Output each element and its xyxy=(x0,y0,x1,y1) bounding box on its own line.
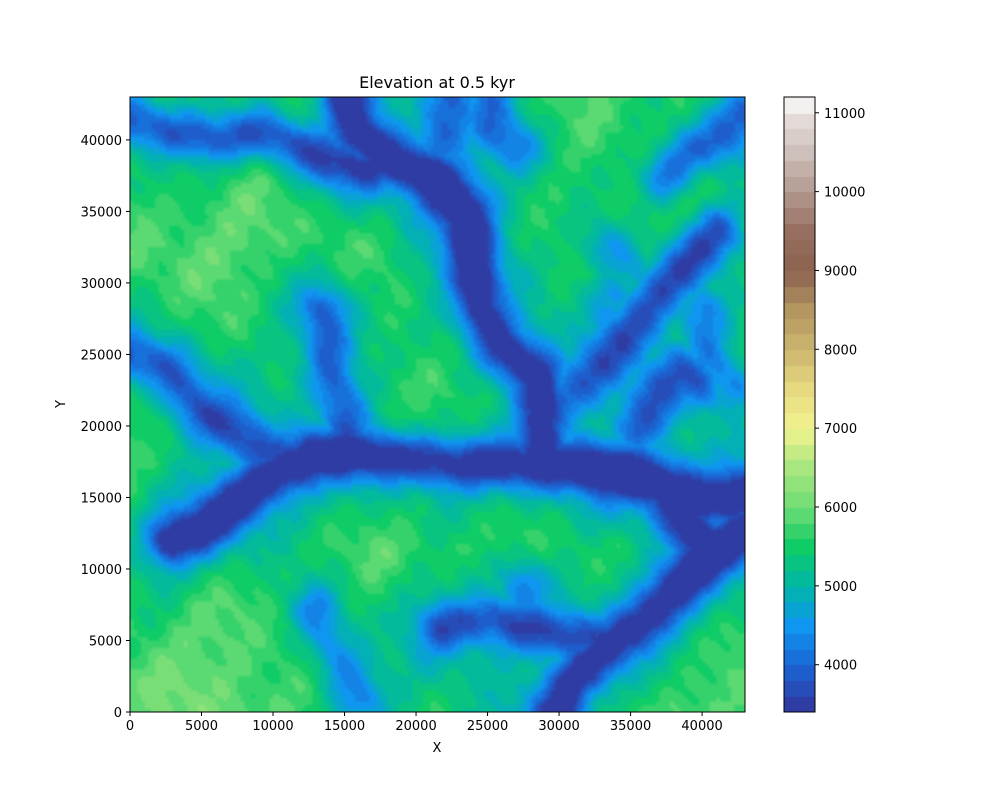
colorbar: 4000 5000 6000 7000 8000 9000 10000 11000 xyxy=(783,96,865,713)
colorbar-tick-label: 4000 xyxy=(824,659,857,674)
x-tick-label: 25000 xyxy=(467,719,508,734)
colorbar-tick-label: 11000 xyxy=(824,107,865,122)
x-tick-label: 20000 xyxy=(395,719,436,734)
plot-frame xyxy=(129,96,746,713)
y-tick-label: 10000 xyxy=(81,563,122,578)
colorbar-tick-label: 8000 xyxy=(824,343,857,358)
y-tick-label: 0 xyxy=(114,706,122,721)
plot-area xyxy=(129,96,746,713)
x-axis-label: X xyxy=(433,741,442,756)
y-tick-label: 30000 xyxy=(81,277,122,292)
elevation-heatmap xyxy=(130,97,745,712)
chart-title: Elevation at 0.5 kyr xyxy=(359,73,515,92)
x-tick-label: 30000 xyxy=(538,719,579,734)
colorbar-tick-label: 10000 xyxy=(824,186,865,201)
y-axis: 0 5000 10000 15000 20000 25000 30000 35000 40000 xyxy=(81,134,130,721)
y-tick-label: 40000 xyxy=(81,134,122,149)
y-tick-label: 5000 xyxy=(89,634,122,649)
y-tick-label: 25000 xyxy=(81,348,122,363)
y-axis-label: Y xyxy=(54,400,69,409)
x-tick-label: 15000 xyxy=(324,719,365,734)
colorbar-tick-label: 7000 xyxy=(824,422,857,437)
x-tick-label: 35000 xyxy=(610,719,651,734)
x-tick-label: 0 xyxy=(126,719,134,734)
x-tick-label: 10000 xyxy=(252,719,293,734)
colorbar-gradient xyxy=(784,97,815,712)
colorbar-tick-label: 9000 xyxy=(824,264,857,279)
x-tick-label: 5000 xyxy=(185,719,218,734)
colorbar-tick-label: 5000 xyxy=(824,580,857,595)
y-tick-label: 35000 xyxy=(81,205,122,220)
y-tick-label: 20000 xyxy=(81,420,122,435)
y-tick-label: 15000 xyxy=(81,491,122,506)
x-axis: 0 5000 10000 15000 20000 25000 30000 35000 40000 xyxy=(126,712,723,734)
x-tick-label: 40000 xyxy=(681,719,722,734)
colorbar-ticks: 4000 5000 6000 7000 8000 9000 10000 11000 xyxy=(815,107,865,674)
colorbar-frame xyxy=(783,96,816,713)
colorbar-tick-label: 6000 xyxy=(824,501,857,516)
